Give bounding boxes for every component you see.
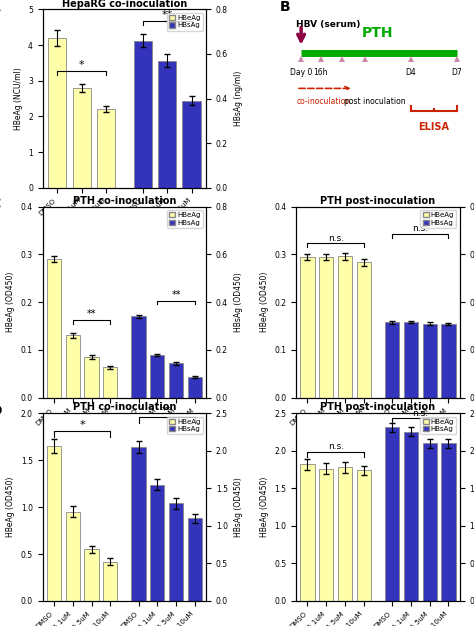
Bar bbox=[338, 256, 352, 398]
Y-axis label: HBsAg (ng/ml): HBsAg (ng/ml) bbox=[234, 71, 243, 126]
Text: D7: D7 bbox=[451, 68, 462, 77]
Y-axis label: HBeAg (OD450): HBeAg (OD450) bbox=[260, 272, 269, 332]
Bar bbox=[188, 518, 202, 601]
Bar bbox=[48, 38, 66, 188]
Text: B: B bbox=[280, 1, 291, 14]
Text: *: * bbox=[79, 420, 85, 430]
Text: D4: D4 bbox=[405, 68, 416, 77]
Bar bbox=[150, 485, 164, 601]
Y-axis label: HBeAg (OD450): HBeAg (OD450) bbox=[6, 477, 15, 537]
Title: PTH post-inoculation: PTH post-inoculation bbox=[320, 196, 436, 206]
Bar bbox=[301, 464, 315, 601]
Bar bbox=[423, 443, 437, 601]
Y-axis label: HBeAg (NCU/ml): HBeAg (NCU/ml) bbox=[13, 67, 22, 130]
Text: **: ** bbox=[87, 309, 96, 319]
Bar bbox=[441, 443, 456, 601]
Text: ELISA: ELISA bbox=[418, 121, 449, 131]
Bar bbox=[357, 470, 371, 601]
Bar bbox=[188, 377, 202, 398]
Legend: HBeAg, HBsAg: HBeAg, HBsAg bbox=[167, 210, 203, 228]
Text: co-inoculation: co-inoculation bbox=[296, 97, 350, 106]
Legend: HBeAg, HBsAg: HBeAg, HBsAg bbox=[167, 417, 203, 434]
Bar bbox=[441, 324, 456, 398]
Y-axis label: HBeAg (OD450): HBeAg (OD450) bbox=[6, 272, 15, 332]
Bar bbox=[404, 432, 418, 601]
Text: n.s.: n.s. bbox=[412, 224, 428, 233]
Bar bbox=[338, 467, 352, 601]
Bar bbox=[131, 316, 146, 398]
Title: HepaRG co-inoculation: HepaRG co-inoculation bbox=[62, 0, 187, 9]
Bar bbox=[150, 355, 164, 398]
Text: D: D bbox=[0, 404, 2, 418]
Bar bbox=[97, 110, 115, 188]
Bar bbox=[385, 322, 399, 398]
Bar bbox=[404, 322, 418, 398]
Text: post inoculation: post inoculation bbox=[344, 97, 406, 106]
Bar bbox=[134, 41, 152, 188]
Bar bbox=[47, 259, 61, 398]
Text: **: ** bbox=[172, 290, 181, 300]
Bar bbox=[319, 469, 333, 601]
Text: **: ** bbox=[162, 406, 172, 416]
Text: n.s.: n.s. bbox=[328, 234, 344, 243]
Text: HBV (serum): HBV (serum) bbox=[296, 19, 361, 29]
Text: A: A bbox=[0, 1, 1, 14]
Title: PTH co-inoculation: PTH co-inoculation bbox=[73, 403, 176, 413]
Bar bbox=[47, 446, 61, 601]
Text: **: ** bbox=[162, 10, 173, 20]
Bar bbox=[131, 447, 146, 601]
Y-axis label: HBsAg (OD450): HBsAg (OD450) bbox=[234, 272, 243, 332]
Text: 16h: 16h bbox=[313, 68, 328, 77]
Bar bbox=[357, 262, 371, 398]
Bar bbox=[301, 257, 315, 398]
Text: PTH: PTH bbox=[362, 26, 394, 40]
Text: *: * bbox=[79, 60, 84, 70]
Bar bbox=[66, 336, 80, 398]
Legend: HBeAg, HBsAg: HBeAg, HBsAg bbox=[420, 210, 456, 228]
Bar bbox=[66, 512, 80, 601]
Bar bbox=[182, 101, 201, 188]
Bar bbox=[385, 428, 399, 601]
Title: PTH post-inoculation: PTH post-inoculation bbox=[320, 403, 436, 413]
Bar bbox=[103, 367, 118, 398]
Title: PTH co-inoculation: PTH co-inoculation bbox=[73, 196, 176, 206]
Text: n.s.: n.s. bbox=[412, 409, 428, 418]
Bar bbox=[84, 550, 99, 601]
Bar bbox=[158, 61, 176, 188]
Legend: HBeAg, HBsAg: HBeAg, HBsAg bbox=[420, 417, 456, 434]
Text: 7dpi: 7dpi bbox=[73, 247, 91, 255]
Bar bbox=[319, 257, 333, 398]
Text: n.s.: n.s. bbox=[328, 443, 344, 451]
Y-axis label: HBeAg (OD450): HBeAg (OD450) bbox=[260, 477, 269, 537]
Bar bbox=[169, 503, 183, 601]
Text: 5dpi: 5dpi bbox=[158, 247, 176, 255]
Bar bbox=[169, 363, 183, 398]
Bar bbox=[103, 562, 118, 601]
Text: Day 0: Day 0 bbox=[290, 68, 312, 77]
Bar bbox=[84, 357, 99, 398]
Y-axis label: HBsAg (OD450): HBsAg (OD450) bbox=[234, 477, 243, 537]
Bar bbox=[423, 324, 437, 398]
Bar bbox=[73, 88, 91, 188]
Legend: HBeAg, HBsAg: HBeAg, HBsAg bbox=[167, 13, 203, 31]
